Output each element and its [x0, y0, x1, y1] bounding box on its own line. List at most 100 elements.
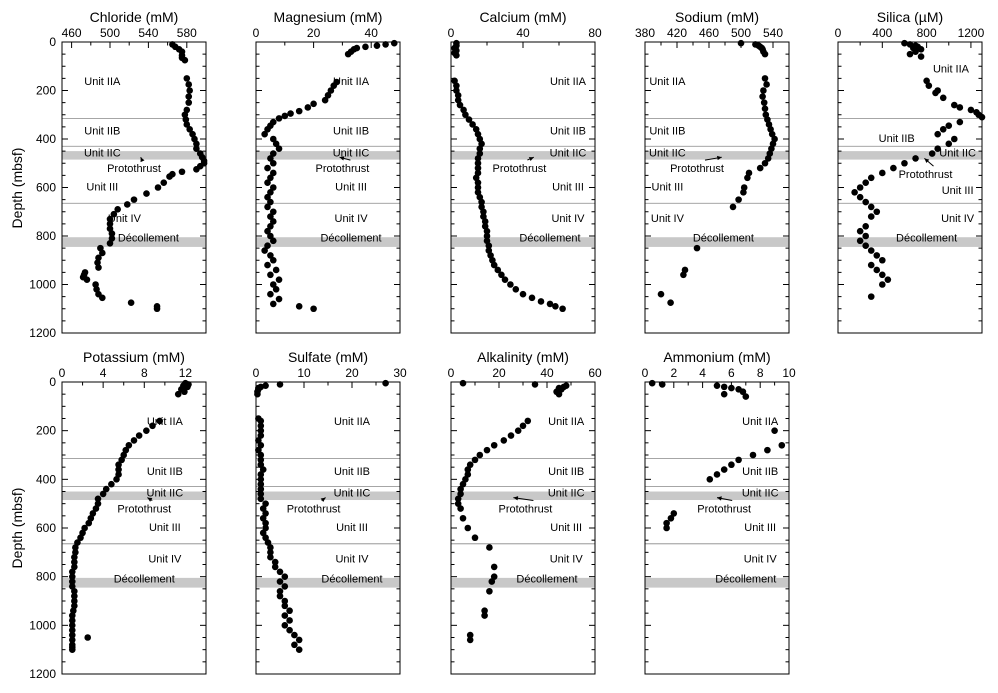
panels: 460 500 540 580020040060080010001200Chlorid…	[29, 9, 986, 681]
data-point	[269, 184, 277, 191]
data-point	[867, 213, 875, 220]
data-point	[257, 422, 265, 430]
x-tick-label: 500	[100, 26, 120, 40]
data-point	[71, 553, 78, 561]
protothrust-arrowhead	[320, 497, 326, 503]
zone-label: Unit IV	[551, 213, 585, 225]
data-point	[276, 592, 284, 600]
data-point	[156, 417, 164, 425]
data-point	[269, 281, 277, 288]
zone-label: Unit IIC	[649, 147, 686, 159]
x-tick-label: 380	[635, 26, 655, 40]
x-tick-label: 0	[642, 366, 649, 380]
data-point	[257, 495, 265, 503]
data-point	[459, 514, 467, 522]
data-point	[99, 294, 106, 302]
data-point	[658, 381, 666, 388]
data-point	[269, 237, 277, 245]
data-point	[464, 524, 472, 532]
zone-label: Unit III	[86, 181, 118, 193]
zone-label: Unit IIC	[548, 488, 585, 500]
data-point	[310, 100, 317, 108]
data-point	[257, 451, 265, 459]
data-point	[106, 215, 114, 223]
panel-7: 0 20 40 60 Alkalinity (mM) Unit IIA Unit IIB Un…	[448, 349, 602, 675]
data-point	[262, 519, 269, 527]
zone-label: Unit IIB	[334, 466, 370, 478]
data-point	[264, 539, 272, 546]
decollement-band	[645, 577, 789, 588]
data-point	[286, 607, 293, 615]
data-point	[756, 164, 764, 172]
data-point	[272, 140, 280, 148]
data-point	[728, 461, 735, 469]
data-point	[760, 87, 767, 94]
data-point	[193, 140, 200, 148]
zone-label: Unit IIA	[333, 76, 370, 88]
data-point	[485, 242, 493, 249]
data-point	[466, 461, 474, 469]
protothrust-arrowhead	[339, 156, 345, 161]
data-point	[956, 104, 964, 111]
panel-4: 0 400 800 1200 Silica (µM) Unit IIA Unit IIB Un…	[835, 9, 986, 334]
data-point	[281, 583, 289, 590]
data-point	[102, 485, 110, 493]
data-point	[185, 81, 193, 88]
data-point	[269, 218, 277, 225]
data-point	[749, 451, 757, 459]
data-point	[291, 631, 298, 639]
data-point	[978, 113, 986, 121]
data-point	[275, 295, 283, 303]
data-point	[454, 92, 462, 99]
panel-5: 0 4 8 12 0 200 400 600 800 1000 1200 Potassium (mM)…	[29, 349, 207, 681]
y-tick-label: 1000	[29, 618, 56, 632]
data-point	[295, 646, 303, 653]
data-point	[934, 145, 941, 152]
data-point	[257, 456, 265, 464]
data-point	[459, 379, 467, 387]
data-point	[267, 553, 274, 561]
unit-iic-band	[645, 491, 789, 501]
data-point	[454, 495, 462, 503]
data-point	[184, 383, 191, 391]
data-point	[267, 290, 274, 298]
data-point	[856, 227, 864, 235]
data-point	[193, 145, 200, 152]
protothrust-arrowhead	[717, 496, 722, 501]
data-point	[130, 437, 138, 444]
panel-title: Calcium (mM)	[479, 9, 566, 25]
protothrust-label: Protothrust	[697, 504, 751, 516]
data-point	[457, 490, 464, 498]
data-point	[286, 617, 293, 624]
panel-title: Sulfate (mM)	[288, 349, 368, 365]
zone-label: Décollement	[715, 573, 776, 585]
data-point	[481, 607, 488, 615]
data-point	[680, 271, 687, 279]
data-point	[264, 227, 271, 235]
data-point	[68, 578, 76, 585]
data-point	[99, 249, 106, 257]
data-point	[254, 390, 261, 398]
data-point	[291, 641, 298, 649]
data-point	[761, 105, 769, 112]
data-point	[94, 495, 102, 503]
zone-label: Unit IIC	[939, 147, 976, 159]
zone-label: Décollement	[896, 233, 957, 245]
panel-title: Potassium (mM)	[83, 349, 185, 365]
data-point	[160, 179, 168, 186]
data-point	[778, 441, 786, 449]
protothrust-arrowhead	[147, 497, 153, 502]
zone-label: Unit IV	[550, 553, 584, 565]
zone-label: Unit IIB	[550, 126, 586, 138]
data-point	[481, 218, 489, 225]
zone-label: Unit IIB	[84, 126, 120, 138]
data-point	[68, 622, 76, 629]
x-tick-label: 60	[588, 366, 602, 380]
data-point	[474, 179, 482, 186]
protothrust-arrowhead	[528, 157, 534, 162]
data-point	[259, 505, 267, 512]
data-point	[471, 456, 479, 464]
data-point	[267, 213, 274, 220]
data-point	[462, 476, 469, 483]
data-point	[108, 230, 116, 237]
